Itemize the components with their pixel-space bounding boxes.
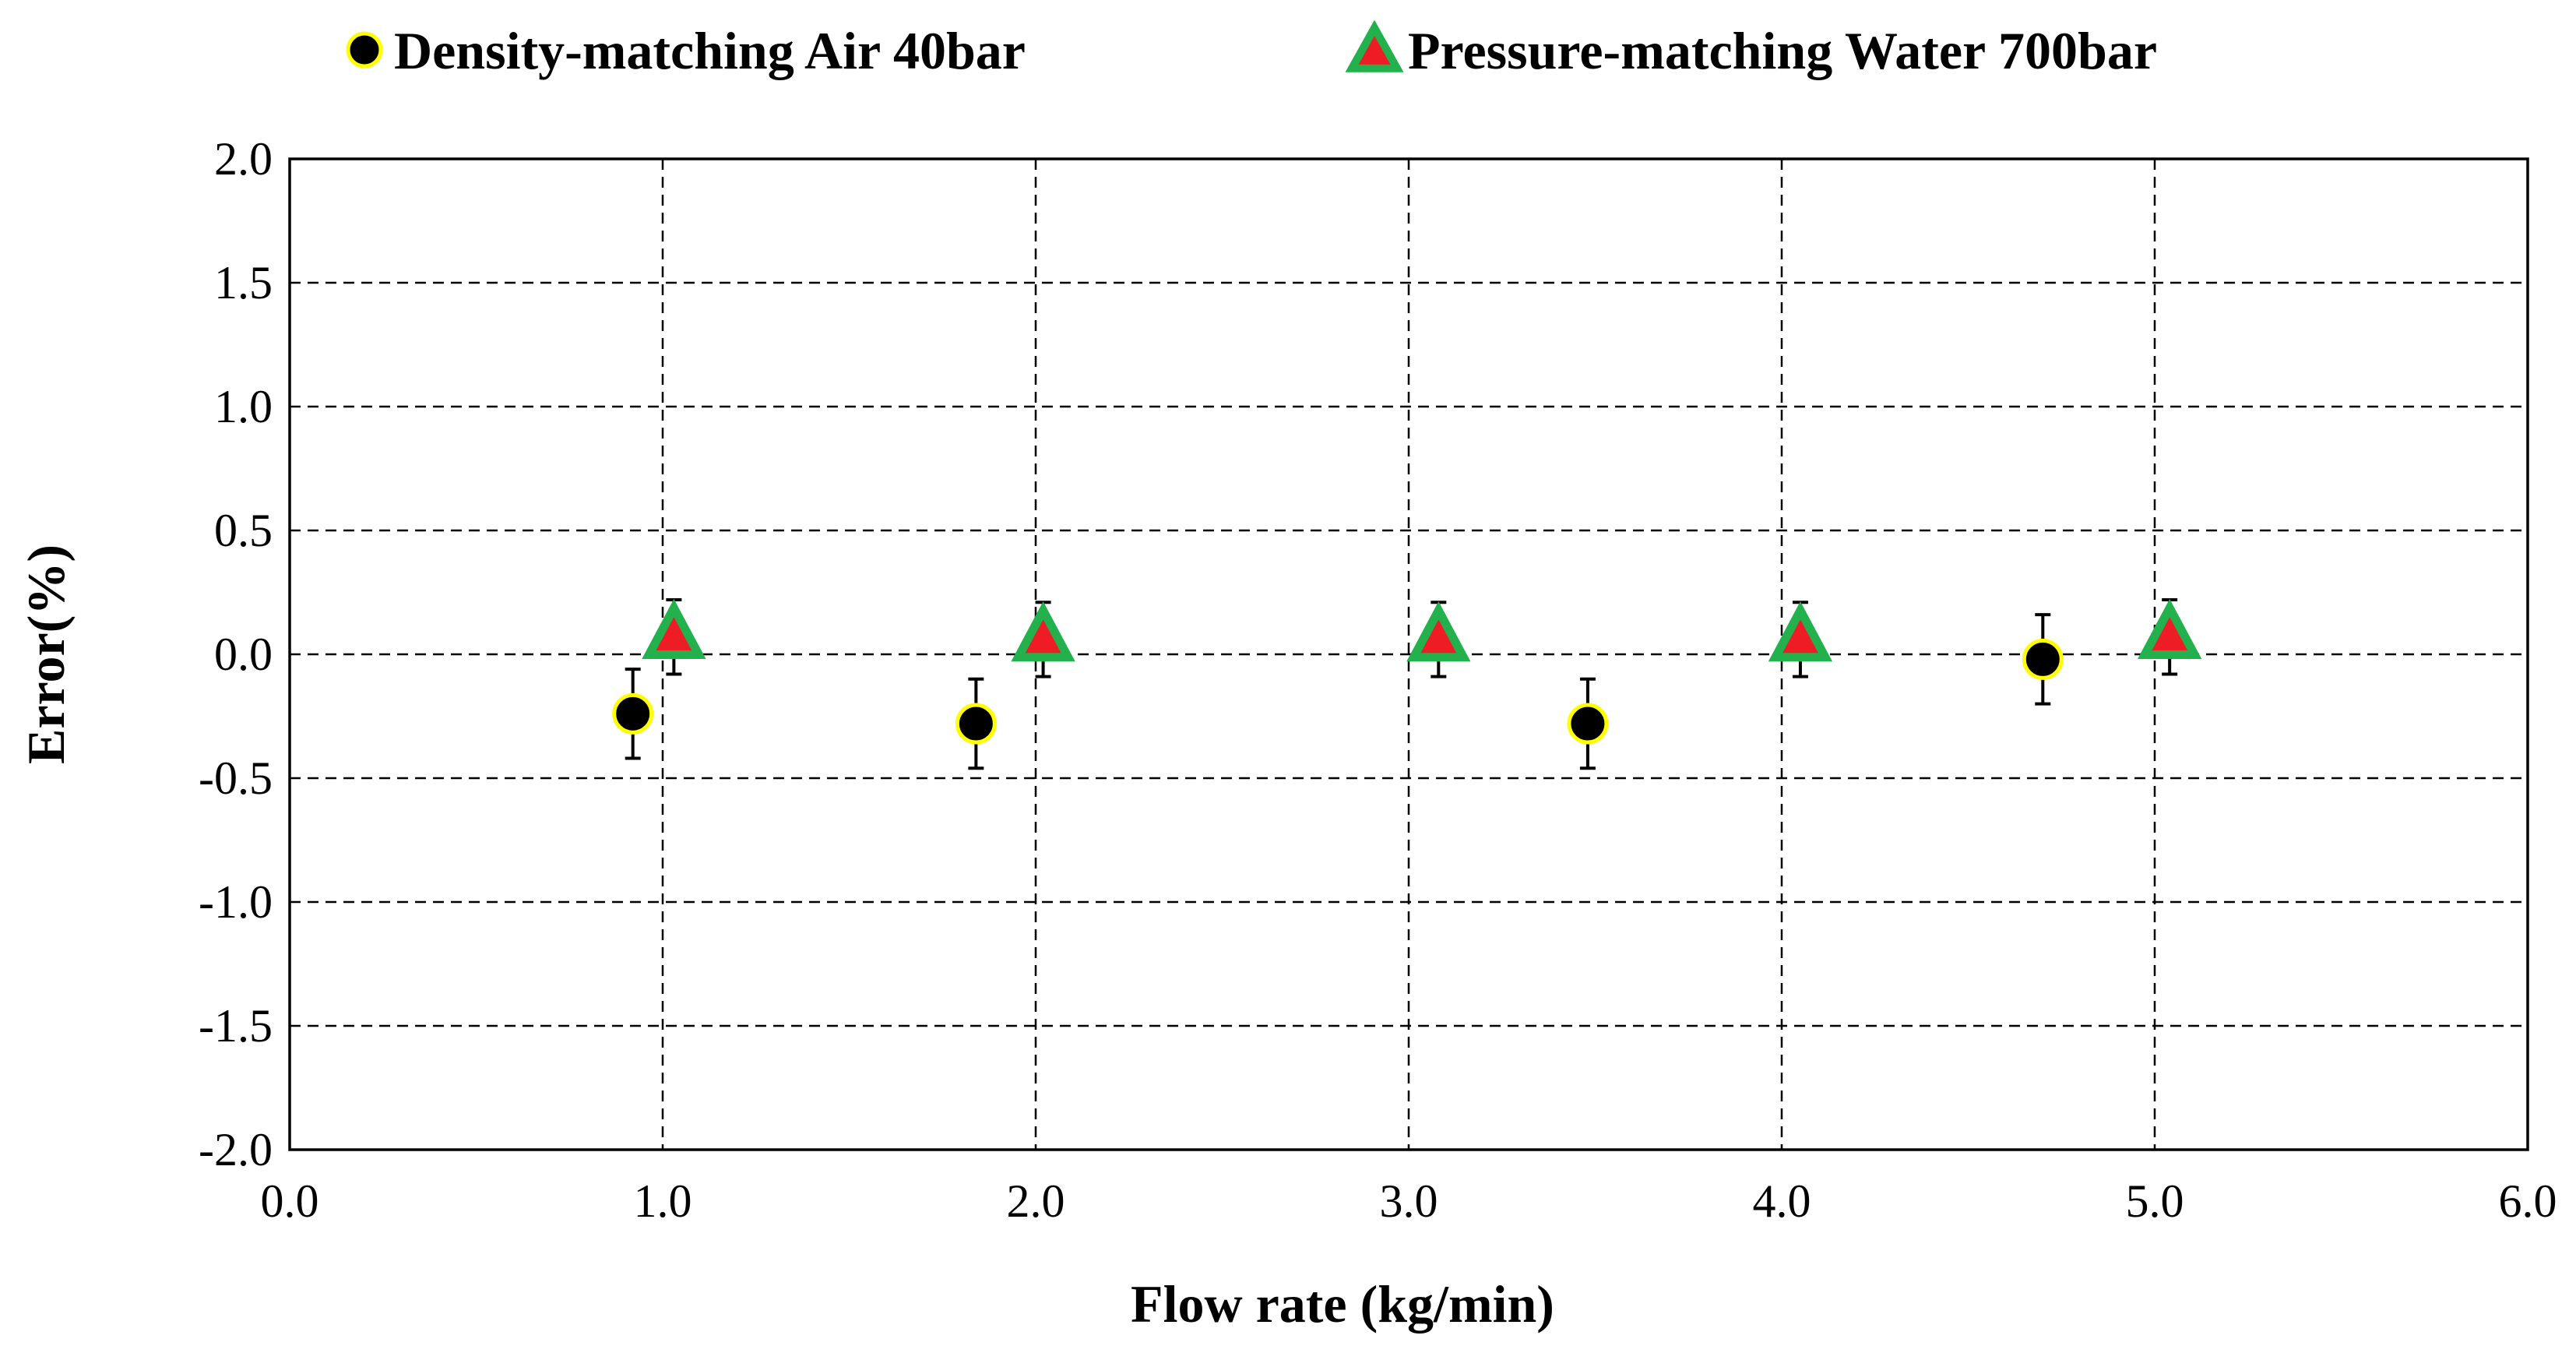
data-point-triangle bbox=[2137, 598, 2202, 660]
data-point-circle bbox=[612, 692, 654, 735]
data-point-triangle bbox=[1768, 601, 1833, 662]
data-point-circle bbox=[2022, 638, 2064, 680]
y-tick-label: -1.0 bbox=[199, 876, 273, 928]
y-tick-label: 1.5 bbox=[214, 257, 273, 308]
legend-marker-circle bbox=[346, 31, 383, 69]
series-pressure-matching-water bbox=[642, 598, 2202, 678]
y-axis-ticks: 2.0 1.5 1.0 0.5 0.0 -0.5 -1.0 -1.5 -2.0 bbox=[199, 133, 273, 1175]
data-point-triangle bbox=[642, 598, 706, 660]
legend-marker-triangle bbox=[1345, 19, 1404, 72]
series-density-matching-air bbox=[612, 613, 2064, 770]
data-point-triangle bbox=[1406, 601, 1471, 662]
x-tick-label: 0.0 bbox=[261, 1175, 319, 1227]
legend-label-density-matching-air: Density-matching Air 40bar bbox=[394, 21, 1026, 80]
y-tick-label: 1.0 bbox=[214, 381, 273, 432]
x-tick-label: 5.0 bbox=[2126, 1175, 2184, 1227]
x-tick-label: 2.0 bbox=[1007, 1175, 1065, 1227]
y-tick-label: 0.0 bbox=[214, 629, 273, 680]
y-tick-label: -2.0 bbox=[199, 1124, 273, 1175]
y-axis-title: Error(%) bbox=[16, 544, 76, 764]
x-tick-label: 4.0 bbox=[1753, 1175, 1811, 1227]
x-axis-title: Flow rate (kg/min) bbox=[1131, 1274, 1554, 1334]
y-tick-label: 2.0 bbox=[214, 133, 273, 185]
data-point-circle bbox=[1567, 703, 1609, 745]
x-axis-ticks: 0.0 1.0 2.0 3.0 4.0 5.0 6.0 bbox=[261, 1175, 2557, 1227]
x-tick-label: 1.0 bbox=[634, 1175, 692, 1227]
grid bbox=[290, 159, 2528, 1150]
plot-frame bbox=[288, 157, 2529, 1151]
y-tick-label: -0.5 bbox=[199, 752, 273, 804]
data-point-circle bbox=[955, 703, 997, 745]
x-tick-label: 3.0 bbox=[1380, 1175, 1438, 1227]
x-tick-label: 6.0 bbox=[2499, 1175, 2557, 1227]
data-point-triangle bbox=[1011, 601, 1075, 662]
plot-area bbox=[288, 157, 2529, 1151]
legend-label-pressure-matching-water: Pressure-matching Water 700bar bbox=[1408, 21, 2157, 80]
y-tick-label: -1.5 bbox=[199, 1000, 273, 1052]
y-tick-label: 0.5 bbox=[214, 505, 273, 556]
data-marks bbox=[612, 598, 2202, 770]
legend: Density-matching Air 40bar Pressure-match… bbox=[346, 19, 2157, 80]
